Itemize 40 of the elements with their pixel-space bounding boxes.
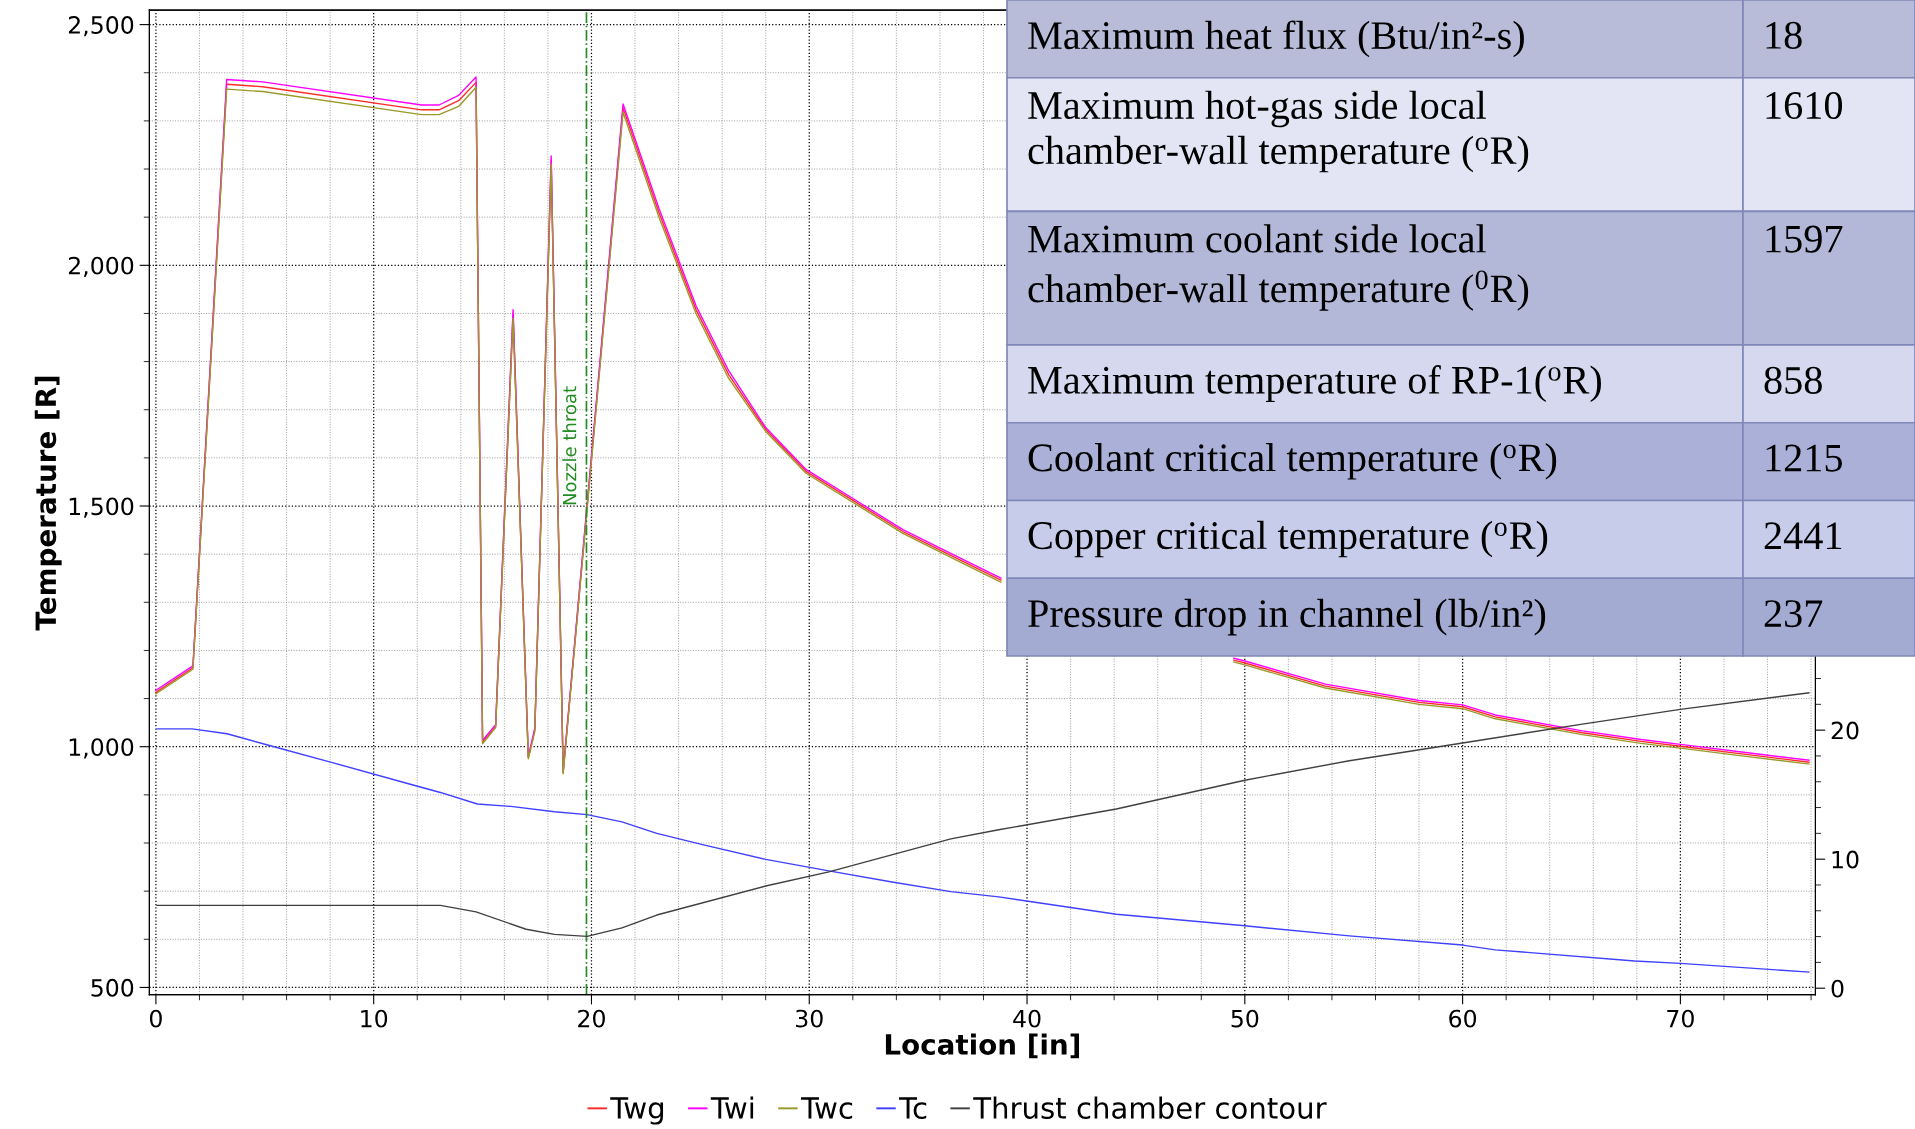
x-tick-label: 20: [578, 1009, 605, 1028]
legend-label: Twc: [800, 1097, 853, 1119]
annotation: Maximum hot-gas side local chamber-wall temperature ($^{o}$R): [1028, 90, 1529, 173]
y-tick-label: 500: [91, 978, 134, 997]
annotation: 2441: [1764, 522, 1842, 550]
annotation: 1215: [1766, 444, 1842, 472]
annotation: 18: [1766, 21, 1802, 49]
annotation: 237: [1764, 600, 1823, 628]
line-series: [156, 728, 1810, 973]
x-tick-label: 10: [361, 1009, 388, 1028]
annotation: 1610: [1766, 91, 1843, 120]
x-tick-label: 30: [796, 1009, 823, 1028]
y2-tick-label: 20: [1831, 721, 1859, 740]
x-tick-label: 60: [1449, 1009, 1477, 1028]
y-tick-label: 2,500: [68, 16, 134, 37]
ref-line-label: Nozzle throat: [562, 386, 577, 505]
annotation: Copper critical temperature ($^{o}$R): [1028, 520, 1548, 558]
legend-label: Twi: [710, 1096, 754, 1119]
legend-label: Thrust chamber contour: [973, 1096, 1327, 1119]
y-tick-label: 2,000: [68, 256, 134, 278]
annotation: 858: [1764, 366, 1822, 394]
x-axis-title: Location [in]: [885, 1033, 1080, 1059]
y2-tick-label: 0: [1831, 979, 1844, 998]
annotation: Maximum temperature of RP-1($^{o}$R): [1028, 365, 1601, 403]
y-tick-label: 1,000: [69, 738, 134, 759]
annotation: Coolant critical temperature ($^{o}$R): [1028, 443, 1557, 480]
y2-tick-label: 10: [1832, 850, 1859, 869]
y-axis-title: Temperature [R]: [34, 376, 62, 631]
x-tick-label: 50: [1231, 1009, 1259, 1028]
line-series: [156, 692, 1810, 938]
annotation: Maximum heat flux (Btu/in²-s): [1028, 20, 1524, 58]
x-tick-label: 40: [1013, 1009, 1041, 1028]
x-tick-label: 70: [1667, 1009, 1694, 1028]
annotation: Maximum coolant side local chamber-wall temperature ($^{0}$R): [1028, 224, 1529, 311]
y-tick-label: 1,500: [69, 497, 134, 518]
x-tick-label: 0: [149, 1009, 162, 1028]
legend-label: Tc: [899, 1097, 927, 1119]
annotation: Pressure drop in channel (lb/in²): [1028, 598, 1546, 636]
annotation: 1597: [1766, 225, 1843, 253]
legend-label: Twg: [610, 1097, 664, 1125]
